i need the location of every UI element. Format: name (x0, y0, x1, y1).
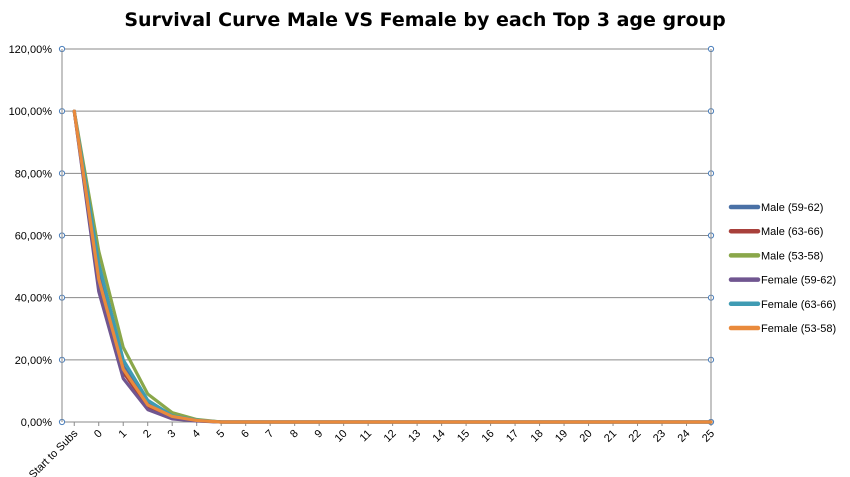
gridlines (58, 45, 715, 426)
y-tick-label: 20,00% (15, 355, 53, 367)
x-tick-label: 23 (651, 428, 668, 445)
legend: Male (59-62) Male (63-66) Male (53-58) Fema… (728, 202, 836, 335)
series-line (72, 109, 713, 424)
x-tick-label: 25 (700, 428, 717, 445)
series-line (72, 109, 713, 424)
x-tick-label: 13 (406, 428, 423, 445)
x-tick-label: Start to Subs (27, 427, 81, 477)
legend-entry: Female (53-58) (761, 323, 836, 335)
y-tick-label: 60,00% (15, 231, 53, 243)
y-tick-label: 40,00% (15, 293, 53, 305)
x-tick-label: 22 (627, 428, 644, 445)
legend-entry: Male (63-66) (761, 226, 823, 238)
y-tick-label: 120,00% (9, 44, 53, 56)
series-lines (72, 109, 713, 424)
series-line (72, 109, 713, 424)
x-tick-label: 11 (358, 428, 375, 445)
x-tick-label: 17 (504, 428, 521, 445)
legend-entry: Female (59-62) (761, 275, 836, 287)
x-tick-label: 16 (480, 428, 497, 445)
x-tick-label: 2 (141, 428, 154, 441)
x-tick-label: 14 (431, 428, 448, 445)
x-tick-label: 18 (529, 428, 546, 445)
legend-entry: Male (53-58) (761, 250, 823, 262)
x-axis: Start to Subs 0 1 2 3 4 5 6 7 8 9 10 11 12 13 14 15 16 17 1… (27, 422, 717, 477)
x-tick-label: 1 (117, 428, 130, 441)
chart-title: Survival Curve Male VS Female by each To… (124, 9, 725, 31)
x-tick-label: 6 (239, 428, 252, 441)
y-tick-label: 0,00% (21, 417, 52, 429)
x-tick-label: 7 (263, 428, 276, 441)
x-tick-label: 19 (553, 428, 570, 445)
x-tick-label: 20 (578, 428, 595, 445)
series-line (72, 109, 713, 424)
x-tick-label: 5 (214, 428, 227, 441)
legend-entry: Female (63-66) (761, 299, 836, 311)
legend-entry: Male (59-62) (761, 202, 823, 214)
x-tick-label: 12 (382, 428, 399, 445)
x-tick-label: 24 (675, 428, 692, 445)
x-tick-label: 0 (92, 428, 105, 441)
x-tick-label: 3 (166, 428, 179, 441)
x-tick-label: 15 (455, 428, 472, 445)
y-tick-label: 80,00% (15, 168, 53, 180)
x-tick-label: 4 (190, 428, 203, 441)
x-tick-label: 21 (602, 428, 619, 445)
series-line (72, 109, 713, 424)
y-tick-label: 100,00% (9, 106, 53, 118)
x-tick-label: 10 (333, 428, 350, 445)
x-tick-label: 9 (312, 428, 325, 441)
x-tick-label: 8 (288, 428, 301, 441)
y-axis: 0,00% 20,00% 40,00% 60,00% 80,00% 100,00% 120,… (9, 44, 712, 429)
series-line (72, 109, 713, 424)
